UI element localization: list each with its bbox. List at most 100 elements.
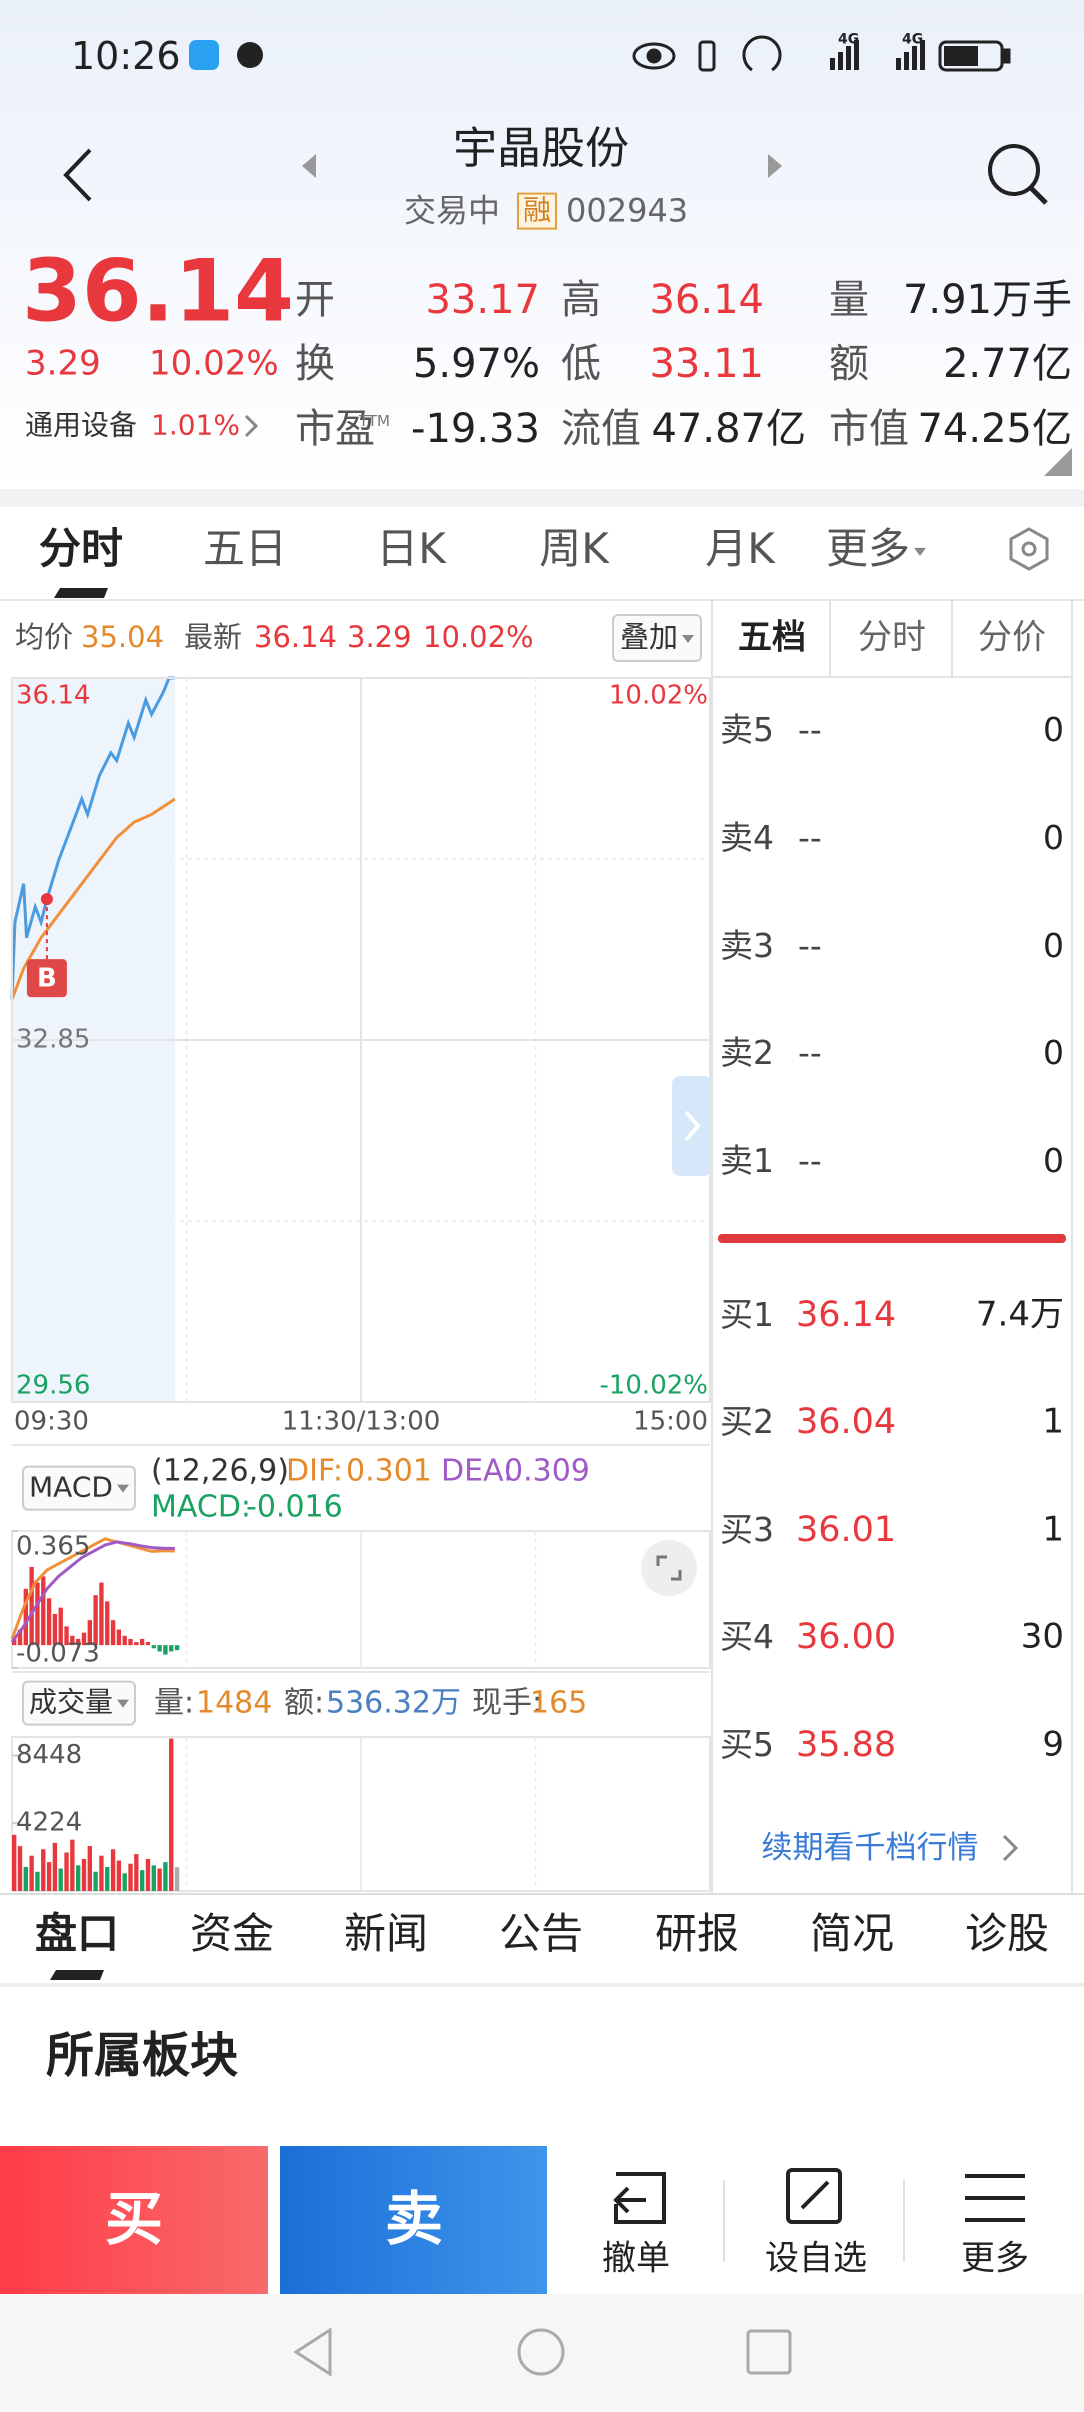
side-tab-arrow (684, 1110, 701, 1142)
search[interactable] (988, 144, 1040, 196)
stat-label: 换 (295, 341, 335, 387)
buy-button[interactable] (0, 2146, 268, 2294)
macd-selector[interactable]: MACD (22, 1465, 136, 1511)
side-tab[interactable] (672, 1076, 712, 1176)
bar (93, 1871, 98, 1891)
hand-value: 165 (530, 1685, 588, 1721)
app-icon (189, 40, 219, 70)
nav-recent[interactable] (746, 2329, 792, 2375)
book-tab[interactable]: 五档 (738, 617, 806, 658)
bar (169, 1738, 174, 1891)
info-tab[interactable]: 研报 (654, 1908, 740, 1958)
ask-label: 卖1 (720, 1140, 774, 1180)
tab-underline (50, 1970, 104, 1980)
bar (81, 1858, 87, 1891)
stat-label-sup: TTM (359, 411, 391, 430)
period-tab[interactable]: 周K (539, 523, 609, 573)
buy[interactable]: 买 (104, 2185, 164, 2254)
volume-selector[interactable]: 成交量 (22, 1680, 137, 1726)
period-tab[interactable]: 分时 (38, 523, 124, 573)
info-tab[interactable]: 公告 (498, 1908, 584, 1958)
avg-label: 均价 (15, 620, 74, 655)
bid-price: 36.14 (796, 1294, 897, 1335)
ask-price: -- (798, 925, 822, 965)
bar (145, 1858, 151, 1891)
info-tab[interactable]: 诊股 (964, 1908, 1050, 1958)
back[interactable] (63, 148, 92, 202)
band (0, 1983, 1084, 1987)
info-tab[interactable]: 资金 (189, 1908, 275, 1958)
bid-price: 36.01 (796, 1509, 897, 1550)
expand[interactable] (641, 1540, 697, 1596)
book-divider (718, 1234, 1066, 1243)
info-tab[interactable]: 盘口 (34, 1908, 120, 1958)
sell[interactable]: 卖 (384, 2185, 444, 2254)
ask-price: -- (798, 817, 822, 857)
change-pct: 10.02% (149, 343, 279, 384)
bar (64, 1626, 69, 1646)
bar (157, 1645, 162, 1652)
ask-volume: 0 (1043, 1032, 1064, 1072)
price-line (10, 797, 176, 1000)
bar (105, 1866, 110, 1891)
info-tab[interactable]: 新闻 (343, 1908, 429, 1958)
bar (17, 1846, 23, 1891)
status-icons (632, 35, 1011, 72)
y-tick-label: 8448 (16, 1740, 82, 1770)
tool-label[interactable]: 撤单 (602, 2238, 670, 2279)
ask-volume: 0 (1043, 817, 1064, 857)
macd-params: (12,26,9) (151, 1453, 289, 1489)
stat-value: 33.17 (425, 277, 540, 323)
bar (58, 1607, 63, 1646)
ask-price: -- (798, 1032, 822, 1072)
chevron (1002, 1834, 1019, 1862)
bar (46, 1862, 52, 1891)
period-tab[interactable]: 日K (376, 523, 446, 573)
tool-label[interactable]: 更多 (961, 2238, 1029, 2279)
settings (1021, 541, 1037, 557)
macd-value: -0.016 (246, 1489, 343, 1525)
sell-button[interactable] (280, 2146, 547, 2294)
settings[interactable] (1009, 527, 1049, 571)
next[interactable] (768, 154, 782, 178)
period-tab[interactable]: 五日 (202, 523, 288, 573)
tool-icons (613, 2168, 1025, 2224)
bid-label: 买1 (720, 1294, 774, 1334)
bid-label: 买2 (720, 1401, 774, 1441)
stat-value: 36.14 (649, 277, 764, 323)
marker-dot (40, 893, 53, 906)
bar (128, 1863, 133, 1891)
y-tick-label: 0.365 (16, 1532, 90, 1562)
ask-label: 卖4 (720, 817, 774, 857)
period-tab[interactable]: 更多 (826, 525, 926, 572)
stat-value: 33.11 (649, 341, 764, 387)
bar (93, 1595, 98, 1646)
bar (75, 1638, 81, 1646)
indicator-line (10, 1537, 175, 1640)
book-tab[interactable]: 分价 (978, 617, 1046, 658)
bid-volume: 30 (1020, 1616, 1064, 1657)
nav-back[interactable] (293, 2327, 332, 2377)
y2-tick-label: -10.02% (599, 1371, 708, 1401)
nav-home[interactable] (517, 2328, 565, 2376)
book-more[interactable]: 续期看千档行情 (761, 1829, 979, 1866)
bar (70, 1635, 75, 1646)
bar (116, 1629, 122, 1646)
stat-value: 74.25亿 (917, 406, 1072, 452)
overlay[interactable]: 叠加 (612, 614, 703, 662)
y-tick-label: 4224 (16, 1808, 82, 1838)
ask-volume: 0 (1043, 709, 1064, 749)
bar (70, 1839, 75, 1891)
bar (139, 1870, 145, 1891)
period-tab[interactable]: 月K (705, 523, 775, 573)
tool-label[interactable]: 设自选 (765, 2238, 867, 2279)
prev[interactable] (302, 154, 316, 178)
stat-label: 流值 (561, 406, 641, 452)
book-tab[interactable]: 分时 (858, 617, 926, 658)
x-tick-label: 11:30/13:00 (282, 1407, 441, 1437)
y-tick-label: 36.14 (16, 681, 90, 711)
info-tab[interactable]: 简况 (809, 1908, 895, 1958)
bar (151, 1645, 156, 1649)
network: 4G (838, 31, 860, 48)
